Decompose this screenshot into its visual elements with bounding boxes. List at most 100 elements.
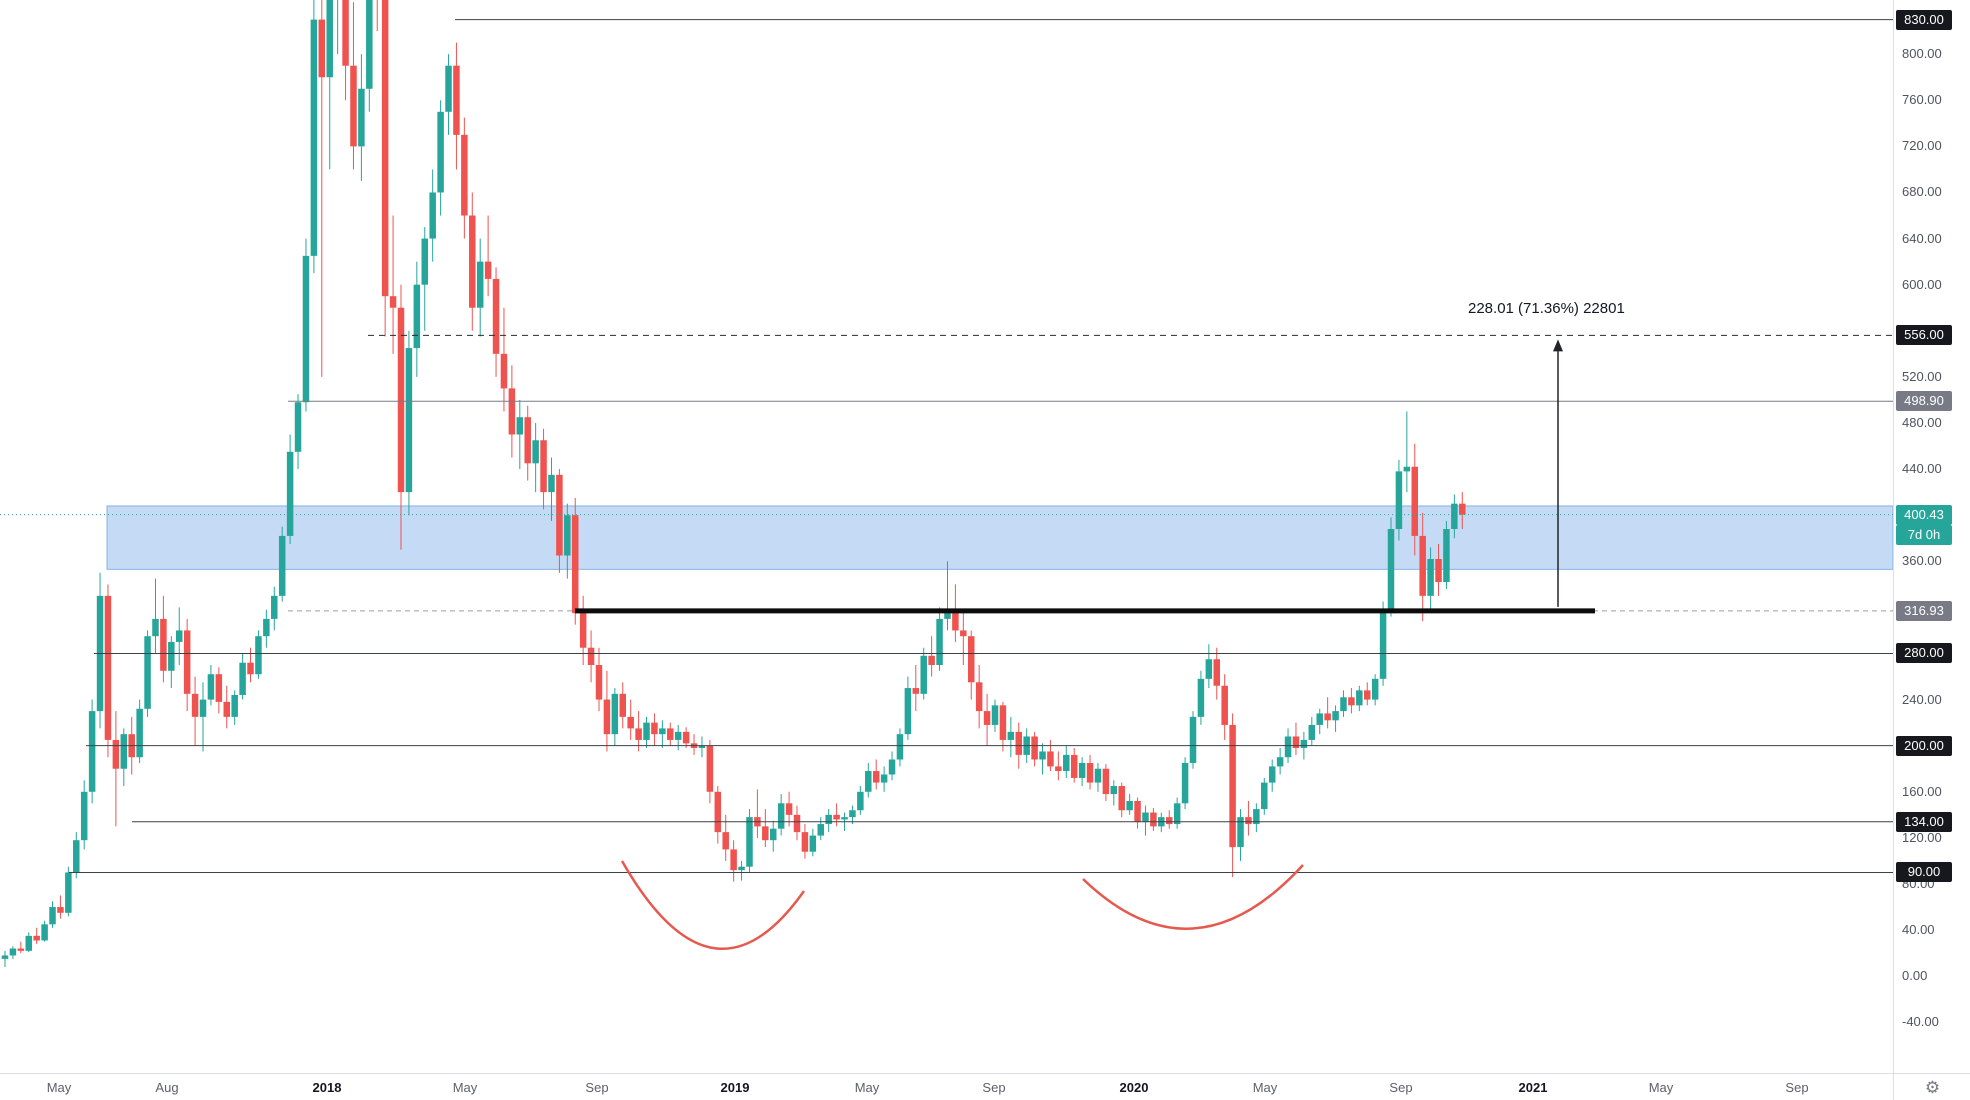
candle-body — [524, 417, 531, 464]
candle-body — [1094, 768, 1102, 783]
candle-body — [342, 0, 349, 66]
candle-body — [445, 65, 452, 112]
price-label-90: 90.00 — [1896, 862, 1952, 883]
candle-body — [136, 708, 143, 758]
candle-body — [294, 402, 302, 452]
candle-body — [1078, 762, 1086, 778]
candle-body — [769, 828, 777, 841]
price-axis[interactable]: 800.00 760.00 720.00 680.00 640.00 600.00 520.… — [1893, 0, 1970, 1073]
candlestick-chart[interactable] — [0, 0, 1893, 1073]
candle-body — [904, 688, 912, 735]
candle-body — [49, 907, 56, 925]
candle-body — [1268, 766, 1276, 783]
price-label-498: 498.90 — [1896, 391, 1952, 412]
candle-body — [1055, 766, 1062, 772]
candle-body — [817, 824, 825, 836]
candle-body — [350, 65, 357, 147]
candle-body — [1063, 754, 1070, 772]
candle-body — [1237, 817, 1244, 848]
candle-body — [57, 907, 64, 913]
candle-body — [1118, 786, 1125, 811]
candle-body — [1276, 757, 1284, 767]
candle-body — [777, 803, 785, 829]
candle-body — [1126, 801, 1133, 811]
candle-body — [556, 474, 563, 556]
candle-body — [865, 771, 872, 792]
candle-body — [571, 515, 579, 614]
candle-body — [413, 284, 421, 349]
candle-body — [667, 728, 674, 740]
accumulation-arc-drawing[interactable] — [1082, 864, 1304, 930]
chart-pane[interactable]: 228.01 (71.36%) 22801 — [0, 0, 1893, 1073]
candle-body — [1348, 697, 1355, 706]
candle-body — [833, 814, 840, 820]
candle-body — [880, 774, 888, 783]
candle-body — [160, 618, 167, 671]
candle-body — [421, 238, 429, 285]
supply-zone-rectangle[interactable] — [106, 505, 1893, 570]
candle-body — [1070, 754, 1078, 778]
axis-settings-corner[interactable]: ⚙ — [1893, 1073, 1970, 1100]
candle-body — [825, 814, 832, 825]
candle-body — [1459, 503, 1466, 515]
price-label-556: 556.00 — [1896, 325, 1952, 346]
candle-body — [1189, 716, 1197, 763]
price-label-316: 316.93 — [1896, 600, 1952, 621]
candle-body — [738, 866, 745, 871]
candle-body — [564, 515, 571, 556]
candle-body — [88, 711, 96, 792]
time-tick-label: May — [46, 1080, 72, 1095]
price-label-200: 200.00 — [1896, 735, 1952, 756]
candle-body — [405, 348, 413, 493]
candle-body — [983, 711, 991, 725]
candle-body — [144, 636, 151, 709]
candle-body — [1150, 812, 1157, 827]
candle-body — [1197, 678, 1205, 717]
price-tick-label: 120.00 — [1902, 829, 1942, 845]
accumulation-arc-drawing[interactable] — [620, 860, 806, 950]
time-tick-label: Sep — [982, 1080, 1006, 1095]
candle-body — [991, 705, 999, 725]
candle-body — [587, 647, 595, 666]
candle-body — [1435, 558, 1442, 583]
candle-body — [326, 0, 333, 78]
candle-body — [849, 810, 856, 818]
candle-body — [453, 65, 460, 135]
candle-body — [532, 440, 539, 464]
candle-body — [1403, 466, 1411, 472]
candle-body — [960, 630, 967, 637]
candle-body — [635, 728, 642, 740]
candle-body — [1205, 659, 1213, 679]
gear-icon[interactable]: ⚙ — [1924, 1077, 1941, 1097]
time-tick-label: 2018 — [312, 1080, 342, 1095]
candle-body — [920, 655, 927, 694]
time-axis[interactable]: May Aug 2018 May Sep 2019 May Sep 2020 May Sep 2021… — [0, 1073, 1893, 1100]
price-tick-label: 600.00 — [1902, 276, 1942, 292]
candle-body — [437, 111, 444, 193]
candle-body — [952, 609, 959, 631]
candle-body — [1007, 731, 1015, 740]
candle-body — [706, 745, 714, 792]
candle-body — [310, 19, 318, 256]
measurement-label[interactable]: 228.01 (71.36%) 22801 — [1468, 300, 1625, 317]
candle-body — [231, 694, 238, 717]
candle-body — [80, 791, 88, 841]
candle-body — [793, 814, 801, 833]
current-price-label: 400.43 — [1896, 504, 1952, 525]
candle-body — [722, 832, 729, 850]
time-tick-label: Sep — [1389, 1080, 1413, 1095]
candle-body — [1221, 685, 1228, 725]
candle-body — [1165, 817, 1173, 825]
candle-body — [762, 826, 769, 841]
candle-body — [215, 674, 223, 702]
candle-body — [872, 771, 880, 783]
time-tick-label: May — [1648, 1080, 1674, 1095]
candle-body — [1332, 711, 1339, 721]
candle-body — [1253, 809, 1260, 825]
candle-body — [698, 745, 706, 748]
candle-body — [595, 665, 603, 700]
candle-body — [397, 307, 405, 493]
candle-body — [896, 734, 904, 760]
candle-body — [967, 636, 975, 683]
